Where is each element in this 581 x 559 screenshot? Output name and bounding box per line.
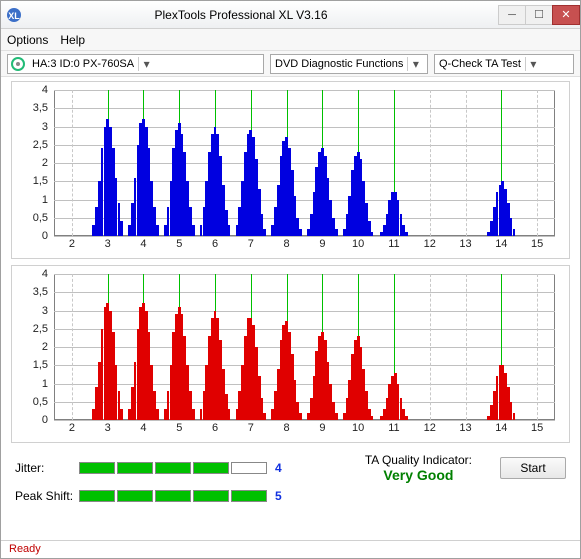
chart-area: 00,511,522,533,5423456789101112131415 00… xyxy=(1,77,580,445)
function-select-text: DVD Diagnostic Functions xyxy=(271,58,407,70)
maximize-button[interactable]: ☐ xyxy=(525,5,553,25)
jitter-value: 4 xyxy=(275,461,282,475)
titlebar: XL PlexTools Professional XL V3.16 ─ ☐ ✕ xyxy=(1,1,580,29)
ta-indicator-block: TA Quality Indicator: Very Good xyxy=(365,453,492,483)
menubar: Options Help xyxy=(1,29,580,51)
menu-help[interactable]: Help xyxy=(60,33,85,47)
app-icon: XL xyxy=(5,6,23,24)
drive-icon xyxy=(10,56,26,72)
window-controls: ─ ☐ ✕ xyxy=(499,5,580,25)
ta-value: Very Good xyxy=(383,467,453,483)
minimize-button[interactable]: ─ xyxy=(498,5,526,25)
bottom-chart: 00,511,522,533,5423456789101112131415 xyxy=(11,265,570,443)
ta-label: TA Quality Indicator: xyxy=(365,453,472,467)
drive-select-text: HA:3 ID:0 PX-760SA xyxy=(28,58,138,70)
jitter-bar xyxy=(79,462,267,474)
jitter-label: Jitter: xyxy=(15,461,79,475)
drive-select[interactable]: HA:3 ID:0 PX-760SA ▾ xyxy=(7,54,264,74)
svg-text:XL: XL xyxy=(8,11,20,21)
chevron-down-icon: ▾ xyxy=(138,57,154,71)
function-select[interactable]: DVD Diagnostic Functions ▾ xyxy=(270,54,428,74)
test-select[interactable]: Q-Check TA Test ▾ xyxy=(434,54,574,74)
toolbar: HA:3 ID:0 PX-760SA ▾ DVD Diagnostic Func… xyxy=(1,51,580,77)
peakshift-value: 5 xyxy=(275,489,282,503)
menu-options[interactable]: Options xyxy=(7,33,48,47)
peakshift-label: Peak Shift: xyxy=(15,489,79,503)
chevron-down-icon: ▾ xyxy=(525,57,541,71)
chevron-down-icon: ▾ xyxy=(407,57,423,71)
peakshift-row: Peak Shift: 5 xyxy=(15,489,566,503)
window-title: PlexTools Professional XL V3.16 xyxy=(23,8,499,22)
top-chart: 00,511,522,533,5423456789101112131415 xyxy=(11,81,570,259)
test-select-text: Q-Check TA Test xyxy=(435,58,525,70)
peakshift-bar xyxy=(79,490,267,502)
start-button[interactable]: Start xyxy=(500,457,566,479)
close-button[interactable]: ✕ xyxy=(552,5,580,25)
status-bar: Ready xyxy=(1,540,580,558)
footer-panel: Jitter: 4 TA Quality Indicator: Very Goo… xyxy=(1,445,580,517)
app-window: XL PlexTools Professional XL V3.16 ─ ☐ ✕… xyxy=(0,0,581,559)
jitter-row: Jitter: 4 TA Quality Indicator: Very Goo… xyxy=(15,453,566,483)
status-text: Ready xyxy=(9,543,41,555)
